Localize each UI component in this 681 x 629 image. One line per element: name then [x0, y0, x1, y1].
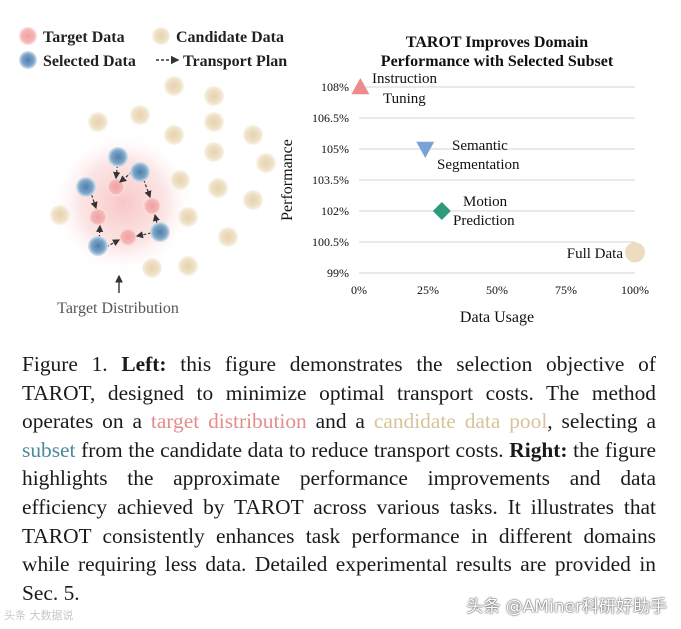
- y-tick-label: 102%: [321, 204, 349, 218]
- figure-area: Target Data Candidate Data Selected Data…: [19, 27, 649, 326]
- right-chart: TAROT Improves Domain Performance with S…: [279, 34, 649, 326]
- legend-selected-label: Selected Data: [43, 53, 136, 70]
- caption-left-text-1: this figure demonstrates the selection o…: [22, 352, 656, 434]
- x-tick-labels: 0% 25% 50% 75% 100%: [351, 283, 649, 297]
- y-tick-labels: 99% 100.5% 102% 103.5% 105% 106.5% 108%: [312, 80, 349, 280]
- legend-selected-swatch: [19, 51, 37, 69]
- point-label: Tuning: [383, 91, 426, 107]
- chart-xlabel: Data Usage: [460, 309, 534, 326]
- marker-circle: [625, 242, 645, 263]
- selected-dots: [76, 147, 170, 256]
- caption-left-text-3: , selecting a: [547, 409, 656, 434]
- marker-triangle-up: [351, 78, 370, 95]
- figure-caption: Figure 1. Left: this figure demonstrates…: [22, 350, 656, 607]
- caption-left-text-2: and a: [306, 409, 374, 434]
- left-panel: Target Data Candidate Data Selected Data…: [19, 27, 287, 317]
- x-tick-label: 75%: [555, 283, 577, 297]
- caption-prefix: Figure 1.: [22, 352, 122, 376]
- caption-right-text: the figure highlights the approximate pe…: [22, 437, 657, 605]
- marker-triangle-down: [416, 141, 435, 158]
- caption-left-bold: Left:: [121, 352, 167, 376]
- point-label: Semantic: [452, 138, 508, 154]
- y-tick-label: 103.5%: [312, 173, 349, 187]
- caption-candidate-phrase: candidate data pool: [373, 409, 548, 434]
- legend-candidate-label: Candidate Data: [176, 29, 284, 46]
- chart-title-line-1: TAROT Improves Domain: [406, 34, 588, 51]
- y-tick-label: 100.5%: [312, 235, 349, 249]
- caption-right-bold: Right:: [509, 437, 568, 462]
- y-tick-label: 99%: [327, 266, 349, 280]
- x-tick-label: 100%: [621, 283, 649, 297]
- caption-paragraph: Figure 1. Left: this figure demonstrates…: [22, 350, 656, 607]
- y-tick-label: 108%: [321, 80, 349, 94]
- candidate-dots: [50, 76, 276, 278]
- watermark-left: 头条 大数据说: [4, 609, 74, 622]
- chart-title-line-2: Performance with Selected Subset: [381, 53, 614, 70]
- chart-ylabel: Performance: [279, 139, 296, 221]
- point-label: Motion: [463, 194, 508, 210]
- point-label: Prediction: [453, 213, 515, 229]
- target-distribution-label: Target Distribution: [57, 300, 179, 317]
- legend-transport-label: Transport Plan: [183, 53, 287, 70]
- caption-subset-phrase: subset: [22, 437, 76, 462]
- watermark-right: 头条 @AMiner科研好助手: [466, 597, 667, 617]
- point-label: Segmentation: [437, 157, 520, 173]
- y-tick-label: 105%: [321, 142, 349, 156]
- x-tick-label: 25%: [417, 283, 439, 297]
- caption-target-phrase: target distribution: [150, 409, 307, 434]
- y-tick-label: 106.5%: [312, 111, 349, 125]
- legend-target-swatch: [19, 27, 37, 45]
- chart-points: Instruction Tuning Semantic Segmentation Mot…: [351, 71, 645, 263]
- chart-gridlines: [359, 86, 635, 274]
- legend: Target Data Candidate Data Selected Data…: [19, 27, 287, 70]
- x-tick-label: 50%: [486, 283, 508, 297]
- caption-left-text-4: from the candidate data to reduce transp…: [75, 437, 510, 462]
- point-label: Instruction: [372, 71, 437, 87]
- marker-diamond: [432, 202, 451, 220]
- legend-target-label: Target Data: [43, 29, 125, 46]
- legend-candidate-swatch: [152, 27, 170, 45]
- point-label: Full Data: [567, 246, 624, 262]
- x-tick-label: 0%: [351, 283, 367, 297]
